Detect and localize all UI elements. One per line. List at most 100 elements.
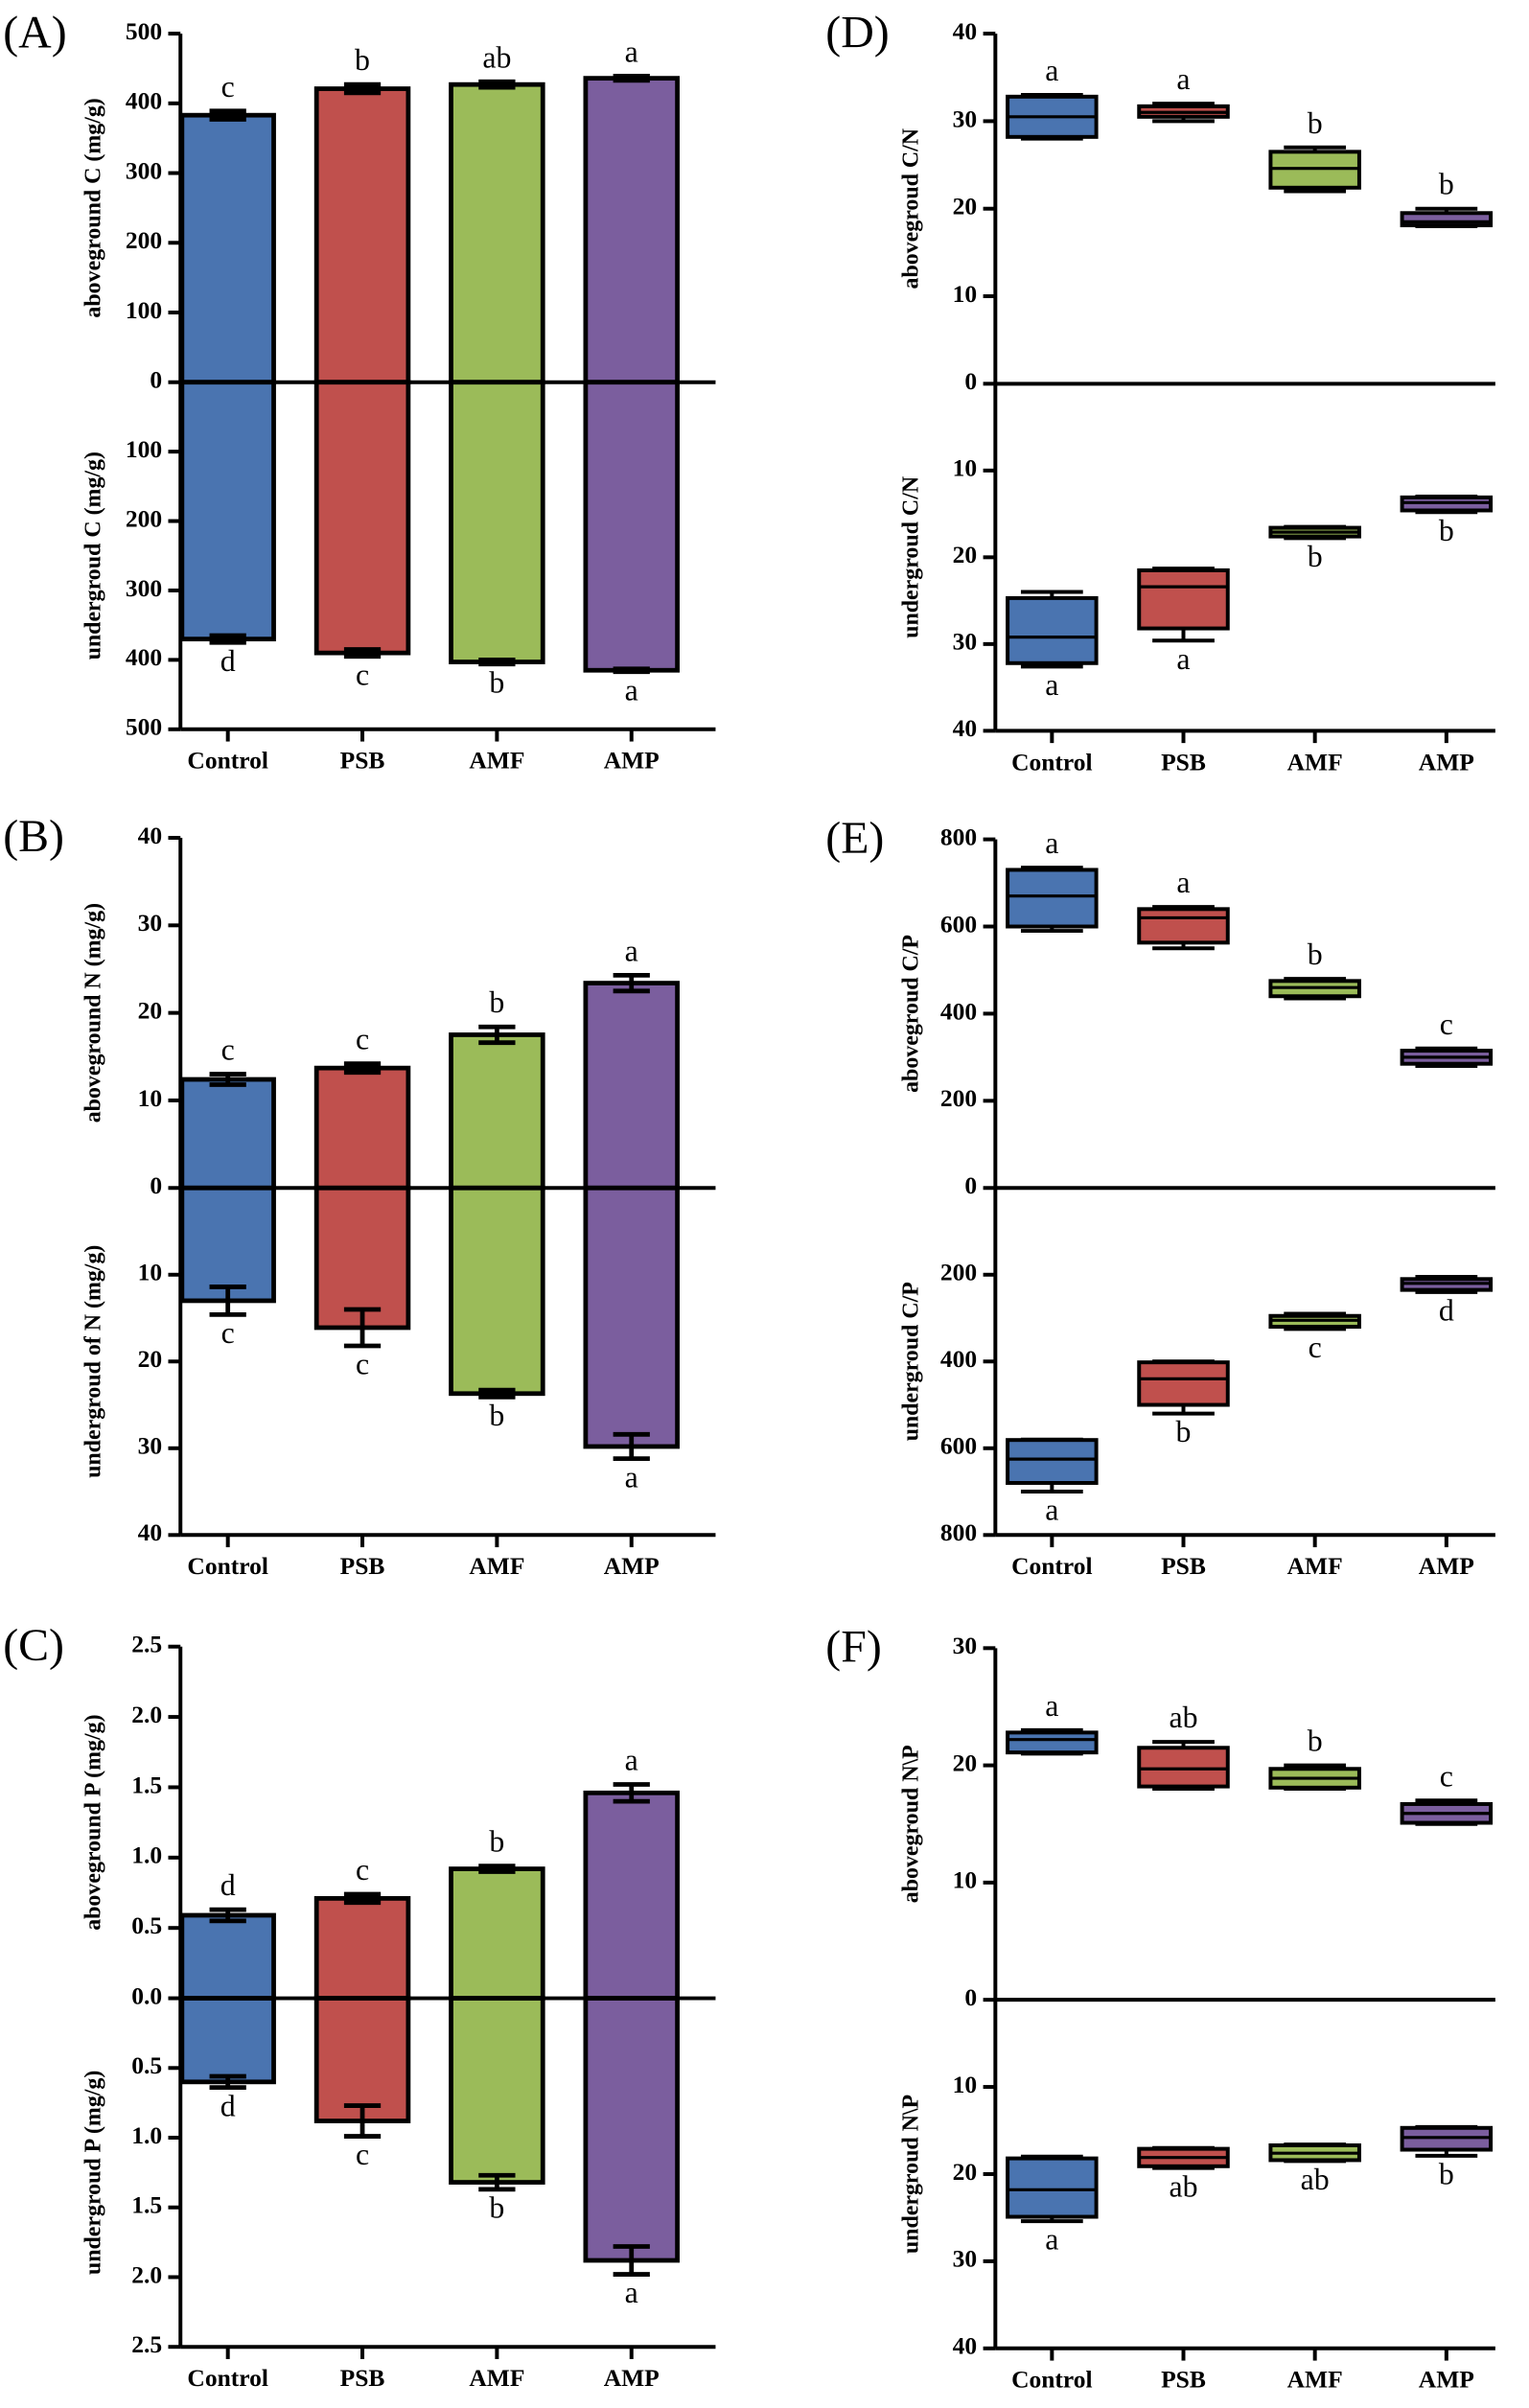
y-tick-label: 400 xyxy=(126,87,162,115)
x-tick-label: Control xyxy=(187,1552,268,1580)
bar xyxy=(449,1996,545,2185)
y-tick-label: 10 xyxy=(138,1084,163,1112)
significance-letter: b xyxy=(1176,1415,1192,1448)
x-tick-label: AMF xyxy=(1287,1552,1343,1580)
significance-letter: b xyxy=(1308,938,1323,971)
x-tick-label: PSB xyxy=(1161,748,1206,776)
significance-letter: c xyxy=(356,1023,369,1056)
significance-letter: c xyxy=(356,1853,369,1887)
significance-letter: c xyxy=(356,2138,369,2171)
x-tick-label: Control xyxy=(1011,748,1093,776)
y-tick-label: 0.0 xyxy=(131,1981,162,2009)
bar xyxy=(313,1895,411,2001)
y-tick-label: 30 xyxy=(953,1632,978,1659)
y-tick-label: 800 xyxy=(940,822,977,850)
y-tick-label: 100 xyxy=(126,435,162,463)
y-tick-label: 40 xyxy=(138,822,163,849)
bar xyxy=(449,1866,545,2001)
significance-letter: c xyxy=(1440,1007,1453,1041)
y-tick-label: 10 xyxy=(953,454,978,482)
box xyxy=(1006,1438,1099,1485)
y-tick-label: 30 xyxy=(953,628,978,656)
y-tick-label: 10 xyxy=(953,1866,978,1894)
significance-letter: c xyxy=(221,1316,235,1350)
significance-letter: a xyxy=(1176,642,1190,676)
significance-letter: b xyxy=(489,1825,504,1859)
x-tick-label: AMP xyxy=(604,747,660,775)
x-tick-label: Control xyxy=(187,2364,268,2392)
significance-letter: c xyxy=(221,70,235,104)
y-tick-label: 1.5 xyxy=(131,1771,162,1798)
bar xyxy=(449,1185,545,1397)
box xyxy=(1137,907,1230,945)
significance-letter: b xyxy=(1308,106,1323,140)
x-tick-label: AMP xyxy=(1419,2366,1474,2394)
y-axis-label: aboveground N (mg/g) xyxy=(81,903,105,1123)
x-tick-label: AMF xyxy=(1287,2366,1343,2394)
y-tick-label: 30 xyxy=(953,104,978,132)
bar xyxy=(449,380,545,664)
significance-letter: b xyxy=(489,2190,504,2224)
bar xyxy=(583,380,680,673)
significance-letter: a xyxy=(1045,668,1058,702)
y-tick-label: 0 xyxy=(964,367,977,395)
y-tick-label: 500 xyxy=(126,713,162,741)
y-tick-label: 400 xyxy=(940,1345,977,1373)
x-tick-label: AMP xyxy=(1419,748,1474,776)
y-tick-label: 40 xyxy=(953,714,978,742)
y-tick-label: 20 xyxy=(953,541,978,568)
significance-letter: c xyxy=(1309,1331,1322,1364)
panel-label: (B) xyxy=(3,811,64,862)
y-tick-label: 200 xyxy=(940,1259,977,1286)
bar xyxy=(449,1032,545,1191)
y-tick-label: 0.5 xyxy=(131,1911,162,1939)
bar xyxy=(179,1185,276,1304)
significance-letter: c xyxy=(356,1348,369,1381)
y-tick-label: 600 xyxy=(940,1432,977,1460)
significance-letter: d xyxy=(220,644,236,678)
x-tick-label: AMP xyxy=(604,2364,660,2392)
y-tick-label: 300 xyxy=(126,574,162,602)
bar xyxy=(179,1077,276,1191)
y-tick-label: 10 xyxy=(138,1259,163,1286)
significance-letter: a xyxy=(625,2276,638,2309)
y-tick-label: 0 xyxy=(150,1171,162,1199)
significance-letter: ab xyxy=(1301,2163,1330,2196)
significance-letter: a xyxy=(1045,1493,1058,1527)
panel-label: (F) xyxy=(825,1621,881,1672)
panel-label: (C) xyxy=(3,1620,64,1671)
bar xyxy=(179,380,276,642)
bar xyxy=(313,380,411,656)
y-tick-label: 400 xyxy=(940,997,977,1025)
y-tick-label: 20 xyxy=(138,996,163,1024)
significance-letter: a xyxy=(625,35,638,68)
significance-letter: b xyxy=(489,1399,504,1432)
y-axis-label: undergroud of N (mg/g) xyxy=(81,1245,105,1478)
significance-letter: ab xyxy=(482,40,511,74)
significance-letter: c xyxy=(221,1033,235,1067)
box xyxy=(1137,1360,1230,1407)
y-tick-label: 2.0 xyxy=(131,2260,162,2288)
x-tick-label: PSB xyxy=(1161,2366,1206,2394)
significance-letter: ab xyxy=(1169,2169,1197,2203)
x-tick-label: AMF xyxy=(469,1552,524,1580)
box xyxy=(1137,567,1230,631)
y-tick-label: 100 xyxy=(126,296,162,324)
bar xyxy=(313,86,411,385)
significance-letter: a xyxy=(625,1460,638,1493)
x-tick-label: AMP xyxy=(604,1552,660,1580)
bar xyxy=(583,1790,680,2001)
significance-letter: a xyxy=(1045,2223,1058,2257)
y-tick-label: 300 xyxy=(126,156,162,184)
x-tick-label: AMF xyxy=(1287,748,1343,776)
significance-letter: a xyxy=(625,673,638,706)
significance-letter: c xyxy=(1440,1759,1453,1793)
bar xyxy=(313,1065,411,1191)
bar xyxy=(179,112,276,385)
y-axis-label: abovegroud C/N xyxy=(899,128,924,289)
y-tick-label: 200 xyxy=(126,504,162,532)
x-tick-label: Control xyxy=(1011,1552,1093,1580)
y-tick-label: 30 xyxy=(138,909,163,937)
y-axis-label: undergroud P (mg/g) xyxy=(81,2071,105,2275)
